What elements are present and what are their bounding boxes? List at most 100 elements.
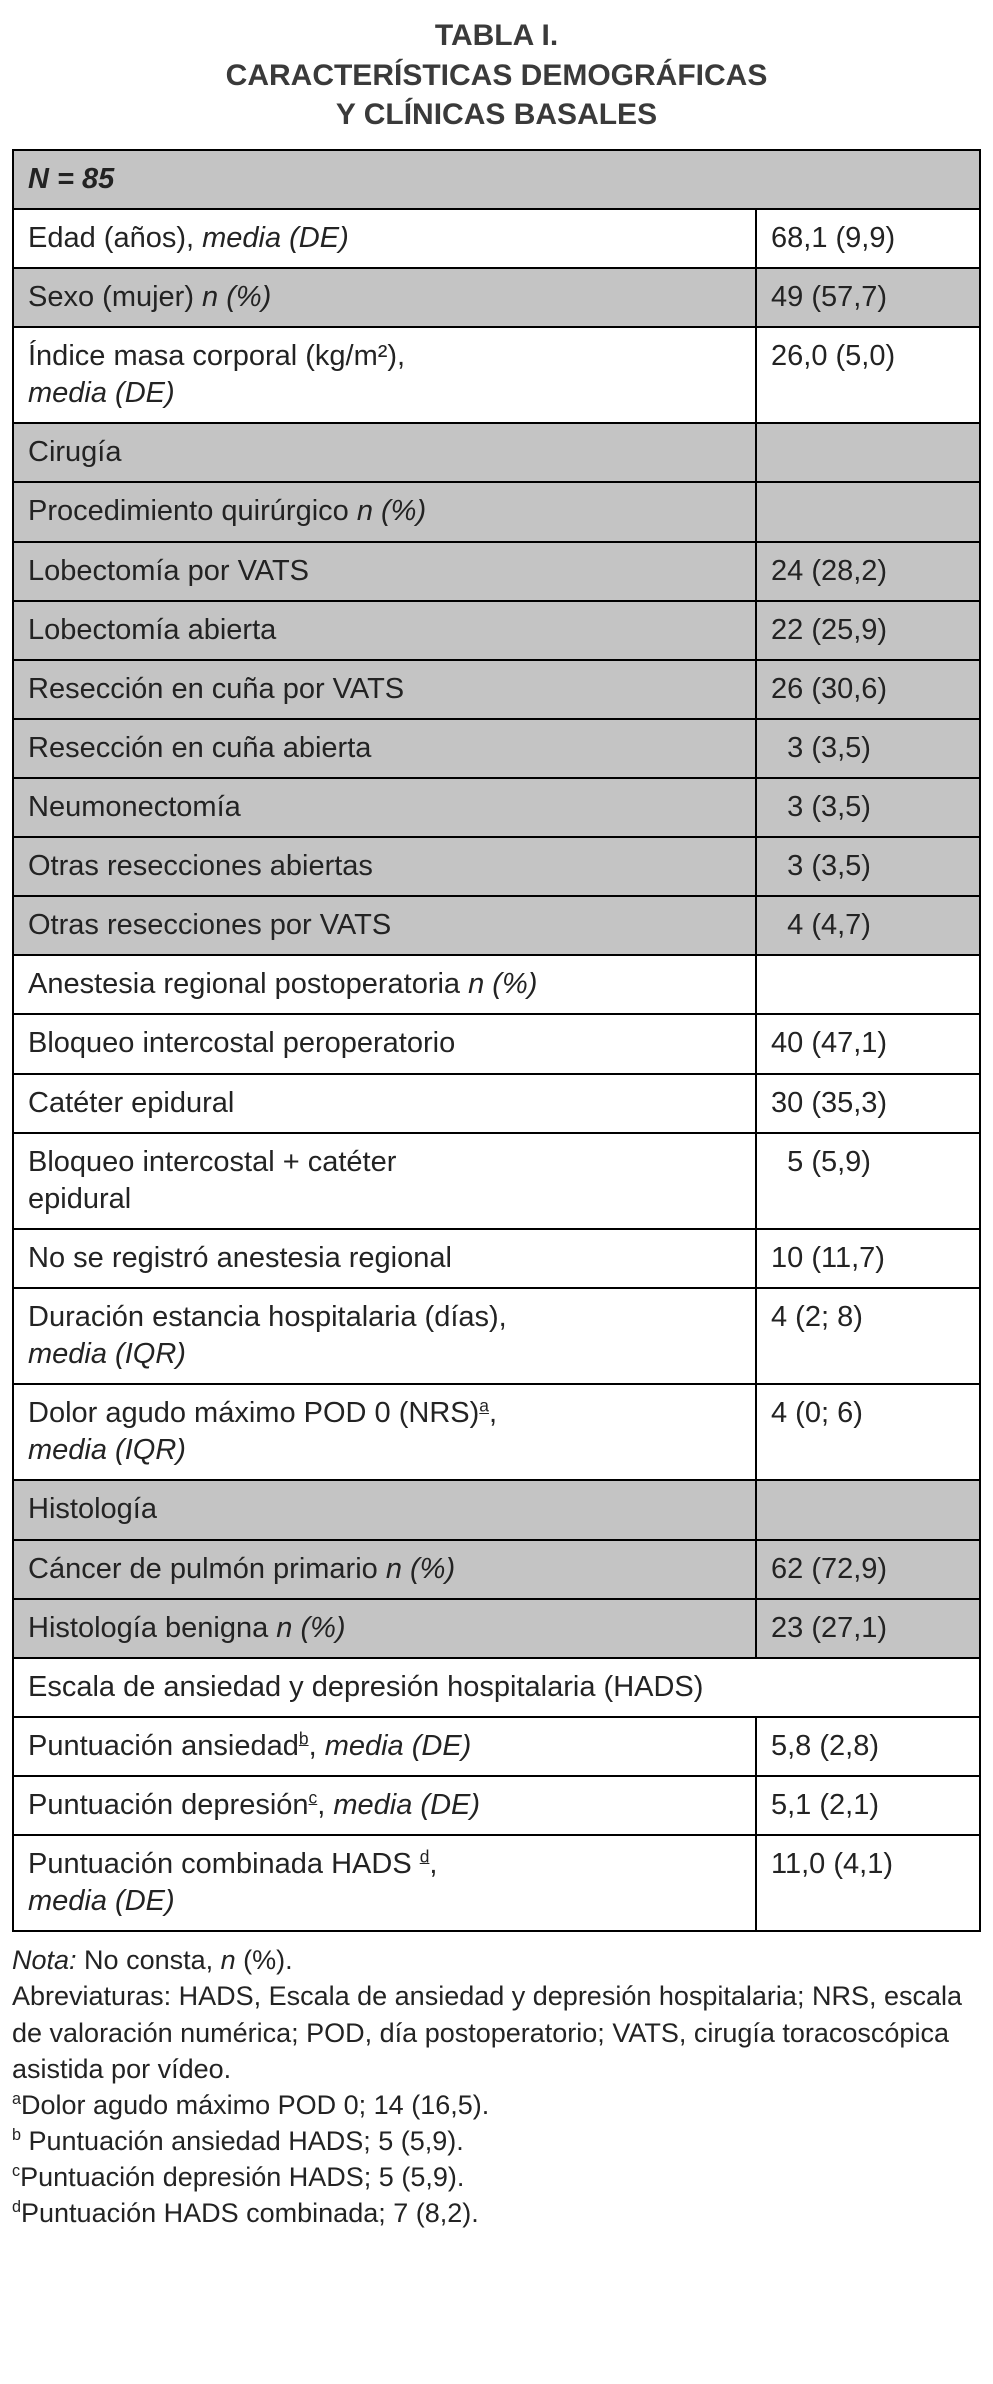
text-segment: Abreviaturas: HADS, Escala de ansiedad y… — [12, 1981, 962, 2084]
text-segment: No consta, — [76, 1945, 221, 1976]
footnote-marker: b — [12, 2126, 22, 2145]
row-value — [755, 422, 981, 484]
row-label: Otras resecciones abiertas — [12, 836, 757, 898]
row-label: Procedimiento quirúrgico n (%) — [12, 481, 757, 543]
text-segment: Catéter epidural — [28, 1086, 235, 1119]
table-row-no-registro: No se registró anestesia regional 10 (11,… — [12, 1227, 981, 1289]
row-value: 4 (0; 6) — [755, 1383, 981, 1482]
text-segment: , — [317, 1788, 334, 1821]
table-row-neumonectomia: Neumonectomía 3 (3,5) — [12, 776, 981, 839]
table-title-line3: Y CLÍNICAS BASALES — [335, 98, 658, 132]
text-segment: n — [220, 1945, 236, 1976]
text-segment: Bloqueo intercostal + catéter — [28, 1145, 397, 1178]
text-segment: N = 85 — [28, 162, 115, 195]
row-value: 22 (25,9) — [755, 599, 981, 661]
footnote-marker: a — [479, 1395, 489, 1416]
table-row-reseccion-cuna-vats: Resección en cuña por VATS 26 (30,6) — [12, 658, 981, 720]
text-segment: Puntuación combinada HADS — [28, 1848, 420, 1881]
row-value: 68,1 (9,9) — [755, 207, 981, 270]
table-row-puntuacion-ansiedad: Puntuación ansiedadb, media (DE) 5,8 (2,8… — [12, 1715, 981, 1777]
row-label: N = 85 — [12, 148, 981, 210]
table-title: TABLA I. CARACTERÍSTICAS DEMOGRÁFICAS Y … — [12, 16, 981, 135]
text-segment: No se registró anestesia regional — [28, 1241, 452, 1274]
text-segment: Procedimiento quirúrgico — [28, 495, 357, 528]
text-segment: Dolor agudo máximo POD 0; 14 (16,5). — [21, 2089, 490, 2120]
text-segment: , — [429, 1848, 438, 1881]
text-segment: (%). — [235, 1945, 293, 1976]
text-segment: Resección en cuña abierta — [28, 731, 372, 764]
text-segment: Histología — [28, 1493, 157, 1526]
text-segment: Duración estancia hospitalaria (días), — [28, 1300, 507, 1333]
footnote-abreviaturas: Abreviaturas: HADS, Escala de ansiedad y… — [12, 1978, 977, 2087]
row-label: Bloqueo intercostal peroperatorio — [12, 1013, 757, 1075]
row-value: 26,0 (5,0) — [755, 326, 981, 425]
footnotes: Nota: No consta, n (%). Abreviaturas: HAD… — [12, 1942, 977, 2231]
footnote-marker: d — [419, 1846, 430, 1867]
table-row-cancer-pulmon: Cáncer de pulmón primario n (%) 62 (72,9) — [12, 1538, 981, 1600]
footnote-nota-b: b Puntuación ansiedad HADS; 5 (5,9). — [12, 2123, 977, 2159]
row-value — [755, 1479, 981, 1541]
text-segment: Puntuación depresión HADS; 5 (5,9). — [20, 2162, 465, 2193]
table-row-anestesia-regional: Anestesia regional postoperatoria n (%) — [12, 954, 981, 1016]
table-row-puntuacion-combinada: Puntuación combinada HADS d, media (DE) 11… — [12, 1834, 981, 1933]
text-segment: n (%) — [202, 281, 272, 313]
text-segment: Dolor agudo máximo POD 0 (NRS) — [28, 1397, 480, 1430]
footnote-nota-c: cPuntuación depresión HADS; 5 (5,9). — [12, 2159, 977, 2195]
text-segment: Puntuación depresión — [28, 1788, 309, 1821]
text-segment: Edad (años), — [28, 221, 203, 254]
row-label: Lobectomía abierta — [12, 599, 757, 661]
row-label: Histología benigna n (%) — [12, 1597, 757, 1659]
table-row-reseccion-cuna-abierta: Resección en cuña abierta 3 (3,5) — [12, 717, 981, 779]
row-value: 3 (3,5) — [755, 776, 981, 839]
row-label: Anestesia regional postoperatoria n (%) — [12, 954, 757, 1016]
table-row-edad: Edad (años), media (DE) 68,1 (9,9) — [12, 207, 981, 270]
text-segment: n (%) — [468, 968, 538, 1001]
demographics-clinical-table: N = 85 Edad (años), media (DE) 68,1 (9,9) S… — [12, 148, 981, 1933]
table-row-histologia: Histología — [12, 1479, 981, 1541]
row-label: Escala de ansiedad y depresión hospitala… — [12, 1656, 981, 1718]
text-segment: Puntuación HADS combinada; 7 (8,2). — [21, 2198, 479, 2229]
table-row-otras-vats: Otras resecciones por VATS 4 (4,7) — [12, 895, 981, 957]
row-label: Duración estancia hospitalaria (días), me… — [12, 1286, 757, 1386]
text-segment: Otras resecciones por VATS — [28, 909, 392, 942]
table-row-otras-abiertas: Otras resecciones abiertas 3 (3,5) — [12, 836, 981, 898]
row-value: 26 (30,6) — [755, 658, 981, 720]
row-label: Dolor agudo máximo POD 0 (NRS)a, media (I… — [12, 1383, 757, 1482]
text-segment: Cirugía — [28, 436, 122, 469]
row-value: 40 (47,1) — [755, 1013, 981, 1075]
row-label: Resección en cuña por VATS — [12, 658, 757, 720]
table-row-cateter-epidural: Catéter epidural 30 (35,3) — [12, 1072, 981, 1134]
footnote-marker: c — [308, 1787, 318, 1808]
row-label: Edad (años), media (DE) — [12, 207, 757, 270]
table-row-lobectomia-vats: Lobectomía por VATS 24 (28,2) — [12, 540, 981, 602]
row-label: Lobectomía por VATS — [12, 540, 757, 602]
row-value: 10 (11,7) — [755, 1227, 981, 1289]
row-label: Puntuación ansiedadb, media (DE) — [12, 1715, 757, 1777]
text-segment: Neumonectomía — [28, 790, 241, 823]
text-segment: Bloqueo intercostal peroperatorio — [28, 1027, 456, 1060]
table-row-puntuacion-depresion: Puntuación depresiónc, media (DE) 5,1 (2,… — [12, 1774, 981, 1837]
text-segment: media (DE) — [28, 377, 175, 410]
text-segment: Sexo (mujer) — [28, 281, 203, 313]
text-segment: Índice masa corporal (kg/m²), — [28, 340, 406, 373]
table-row-histologia-benigna: Histología benigna n (%) 23 (27,1) — [12, 1597, 981, 1659]
footnote-nota: Nota: No consta, n (%). — [12, 1942, 977, 1978]
text-segment: Histología benigna — [28, 1611, 277, 1644]
table-row-duracion-estancia: Duración estancia hospitalaria (días), me… — [12, 1286, 981, 1386]
text-segment: Puntuación ansiedad — [28, 1729, 299, 1762]
footnote-nota-d: dPuntuación HADS combinada; 7 (8,2). — [12, 2195, 977, 2231]
text-segment: epidural — [28, 1182, 132, 1215]
text-segment: Lobectomía abierta — [28, 613, 277, 646]
table-row-n85: N = 85 — [12, 148, 981, 210]
text-segment: Anestesia regional postoperatoria — [28, 968, 469, 1001]
row-label: No se registró anestesia regional — [12, 1227, 757, 1289]
row-label: Bloqueo intercostal + catéter epidural — [12, 1131, 757, 1230]
row-label: Cirugía — [12, 422, 757, 484]
text-segment: Puntuación ansiedad HADS; 5 (5,9). — [21, 2126, 464, 2157]
row-label: Histología — [12, 1479, 757, 1541]
text-segment: media (DE) — [333, 1788, 481, 1821]
text-segment: Resección en cuña por VATS — [28, 672, 405, 705]
text-segment: media (DE) — [202, 221, 349, 254]
row-label: Neumonectomía — [12, 776, 757, 839]
